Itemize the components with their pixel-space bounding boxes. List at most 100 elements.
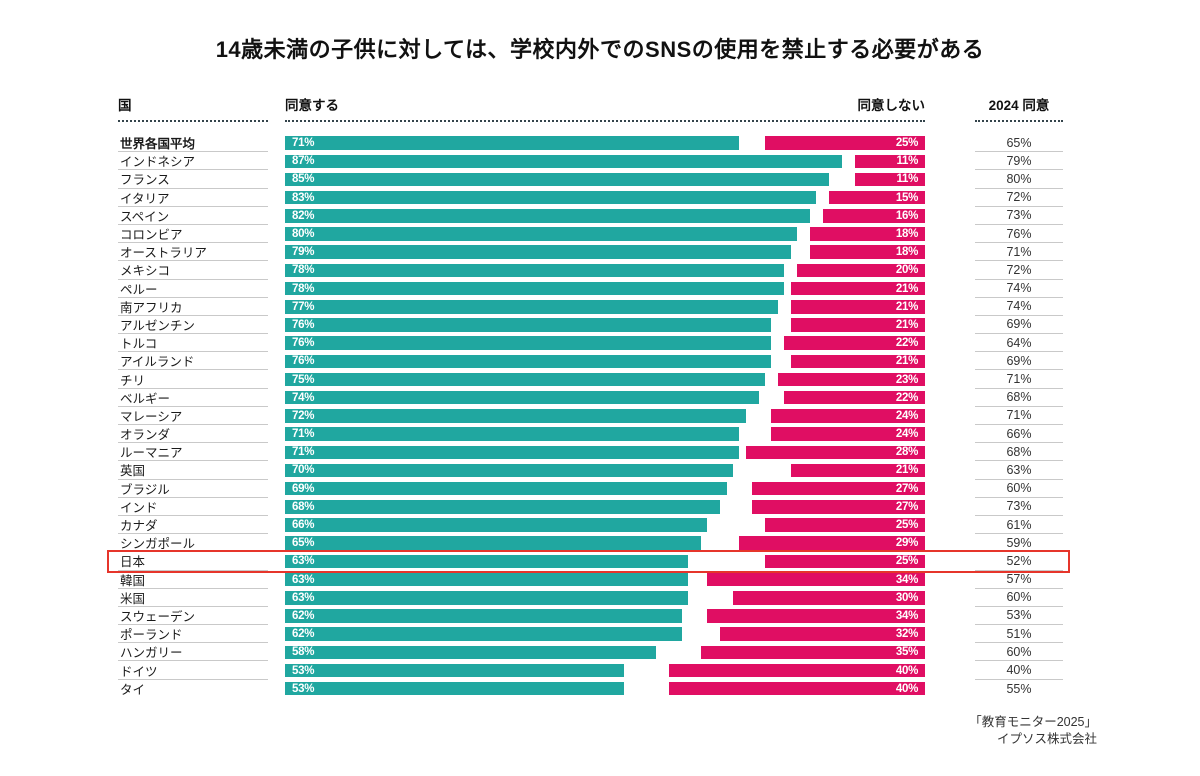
- table-row: 南アフリカ 77% 21% 74%: [118, 298, 1063, 316]
- table-row: アイルランド 76% 21% 69%: [118, 352, 1063, 371]
- agree-2024-value: 69%: [975, 352, 1063, 371]
- agree-2024-value: 65%: [975, 134, 1063, 153]
- agree-bar: 79%: [285, 245, 791, 259]
- column-header-country: 国: [118, 94, 268, 122]
- agree-value: 70%: [292, 464, 315, 477]
- disagree-value: 21%: [895, 282, 918, 295]
- country-label: ポーランド: [118, 625, 268, 644]
- disagree-bar: 29%: [739, 536, 925, 550]
- agree-2024-value: 71%: [975, 243, 1063, 262]
- disagree-bar: 25%: [765, 554, 925, 569]
- disagree-bar: 32%: [720, 627, 925, 641]
- agree-2024-value: 61%: [975, 516, 1063, 535]
- agree-2024-value: 74%: [975, 298, 1063, 316]
- table-row: フランス 85% 11% 80%: [118, 170, 1063, 189]
- disagree-value: 21%: [895, 318, 918, 331]
- bars-cell: 63% 30%: [285, 591, 925, 605]
- agree-bar: 69%: [285, 481, 727, 496]
- agree-value: 71%: [292, 446, 315, 459]
- agree-value: 75%: [292, 373, 315, 386]
- bars-cell: 78% 21%: [285, 281, 925, 296]
- agree-2024-value: 64%: [975, 334, 1063, 353]
- bars-cell: 71% 25%: [285, 136, 925, 150]
- disagree-value: 25%: [895, 555, 918, 568]
- disagree-value: 28%: [895, 446, 918, 459]
- disagree-value: 40%: [895, 682, 918, 695]
- bars-cell: 77% 21%: [285, 300, 925, 314]
- disagree-value: 24%: [895, 428, 918, 441]
- bars-cell: 71% 28%: [285, 445, 925, 460]
- bars-cell: 76% 21%: [285, 318, 925, 332]
- agree-2024-value: 69%: [975, 316, 1063, 335]
- country-label: ドイツ: [118, 661, 268, 680]
- bars-cell: 53% 40%: [285, 663, 925, 678]
- agree-value: 82%: [292, 209, 315, 222]
- agree-bar: 82%: [285, 209, 810, 223]
- agree-bar: 58%: [285, 645, 657, 660]
- disagree-bar: 34%: [707, 572, 925, 587]
- disagree-bar: 34%: [707, 609, 925, 623]
- agree-bar: 71%: [285, 445, 740, 460]
- table-row: マレーシア 72% 24% 71%: [118, 407, 1063, 425]
- disagree-value: 23%: [895, 373, 918, 386]
- agree-value: 63%: [292, 573, 315, 586]
- disagree-bar: 25%: [765, 136, 925, 150]
- agree-value: 53%: [292, 664, 315, 677]
- agree-value: 79%: [292, 246, 315, 259]
- country-label: フランス: [118, 170, 268, 189]
- agree-2024-value: 60%: [975, 643, 1063, 662]
- source-line-2: イプソス株式会社: [996, 732, 1097, 747]
- agree-2024-value: 73%: [975, 498, 1063, 516]
- agree-bar: 70%: [285, 463, 733, 478]
- agree-bar: 63%: [285, 591, 689, 605]
- agree-bar: 63%: [285, 554, 689, 569]
- disagree-value: 34%: [895, 609, 918, 622]
- disagree-value: 22%: [895, 391, 918, 404]
- agree-bar: 75%: [285, 372, 765, 387]
- agree-2024-value: 72%: [975, 261, 1063, 280]
- disagree-bar: 21%: [790, 354, 925, 369]
- disagree-bar: 35%: [701, 645, 925, 660]
- bars-cell: 75% 23%: [285, 372, 925, 387]
- disagree-value: 18%: [895, 228, 918, 241]
- agree-value: 71%: [292, 428, 315, 441]
- country-label: ハンガリー: [118, 643, 268, 662]
- bars-cell: 79% 18%: [285, 245, 925, 259]
- disagree-value: 21%: [895, 355, 918, 368]
- disagree-value: 35%: [895, 646, 918, 659]
- disagree-bar: 21%: [790, 281, 925, 296]
- country-label: コロンビア: [118, 225, 268, 244]
- country-label: スウェーデン: [118, 607, 268, 626]
- agree-value: 66%: [292, 519, 315, 532]
- agree-2024-value: 57%: [975, 571, 1063, 589]
- agree-2024-value: 53%: [975, 607, 1063, 626]
- disagree-value: 11%: [896, 155, 919, 168]
- agree-2024-value: 66%: [975, 425, 1063, 444]
- agree-2024-value: 63%: [975, 461, 1063, 480]
- agree-value: 78%: [292, 264, 315, 277]
- bars-cell: 66% 25%: [285, 518, 925, 532]
- agree-bar: 63%: [285, 572, 689, 587]
- disagree-value: 30%: [895, 591, 918, 604]
- agree-bar: 74%: [285, 390, 759, 405]
- agree-bar: 76%: [285, 354, 772, 369]
- bars-cell: 62% 32%: [285, 627, 925, 641]
- bars-cell: 62% 34%: [285, 609, 925, 623]
- country-label: マレーシア: [118, 407, 268, 425]
- agree-2024-value: 60%: [975, 480, 1063, 498]
- disagree-bar: 21%: [790, 300, 925, 314]
- country-label: アルゼンチン: [118, 316, 268, 335]
- disagree-bar: 22%: [784, 336, 925, 350]
- table-row: 世界各国平均 71% 25% 65%: [118, 134, 1063, 153]
- agree-bar: 85%: [285, 172, 829, 187]
- bars-cell: 58% 35%: [285, 645, 925, 660]
- agree-value: 68%: [292, 500, 315, 513]
- country-label: 日本: [118, 552, 268, 571]
- agree-value: 65%: [292, 537, 315, 550]
- agree-bar: 76%: [285, 336, 772, 350]
- table-row: ハンガリー 58% 35% 60%: [118, 643, 1063, 662]
- agree-2024-value: 76%: [975, 225, 1063, 244]
- agree-2024-value: 68%: [975, 443, 1063, 462]
- disagree-bar: 40%: [669, 681, 925, 696]
- agree-value: 80%: [292, 228, 315, 241]
